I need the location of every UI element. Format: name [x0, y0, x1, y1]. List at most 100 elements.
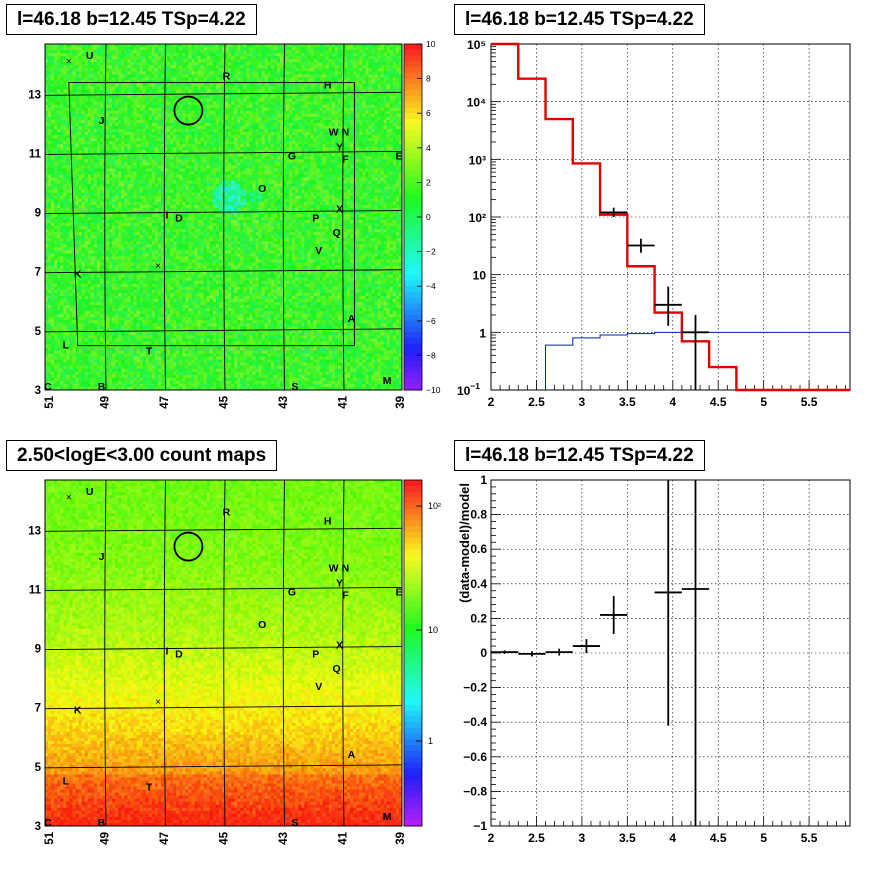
- x-tick-label: 51: [44, 395, 56, 408]
- data-point: [681, 314, 710, 390]
- x-tick-label: 5: [760, 831, 767, 845]
- source-label: C: [44, 817, 52, 829]
- colorbar-tick-label: −8: [426, 350, 436, 360]
- y-tick-label: 9: [35, 208, 41, 220]
- y-tick-label: 10⁴: [467, 96, 486, 110]
- ratio-point: [545, 648, 573, 656]
- spectrum-title: l=46.18 b=12.45 TSp=4.22: [454, 4, 705, 35]
- y-tick-label: 10⁵: [467, 38, 486, 52]
- colorbar: [404, 480, 422, 827]
- source-label: Y: [336, 141, 343, 153]
- source-label: V: [315, 245, 322, 257]
- colorbar-tick-label: −2: [426, 247, 436, 257]
- x-tick-label: 5.5: [801, 395, 818, 409]
- y-tick-label: 3: [35, 385, 41, 397]
- y-tick-label: 0.8: [470, 508, 487, 522]
- x-tick-label: 4: [669, 395, 676, 409]
- x-tick-label: 4.5: [710, 395, 727, 409]
- cross-marker: ×: [66, 57, 72, 68]
- source-label: J: [99, 551, 105, 563]
- x-tick-label: 49: [100, 832, 112, 845]
- y-tick-label: −0.6: [463, 750, 487, 764]
- x-tick-label: 5.5: [801, 831, 818, 845]
- ratio-point: [654, 480, 682, 726]
- ratio-title: l=46.18 b=12.45 TSp=4.22: [454, 440, 705, 471]
- colorbar-tick-label: 4: [426, 143, 431, 153]
- ratio-point: [491, 650, 519, 654]
- model-total-line: [491, 42, 850, 392]
- x-tick-label: 51: [44, 831, 56, 844]
- x-tick-label: 3.5: [619, 831, 636, 845]
- ratio-point: [572, 639, 601, 653]
- y-tick-label: 5: [35, 326, 42, 338]
- source-label: L: [63, 776, 70, 788]
- source-label: X: [336, 204, 343, 216]
- y-tick-label: 0.6: [470, 542, 487, 556]
- colorbar-tick-label: 8: [426, 74, 431, 84]
- source-label: G: [288, 586, 296, 598]
- colorbar-frame: [403, 479, 423, 827]
- x-tick-label: 45: [219, 831, 231, 844]
- source-label: M: [383, 375, 392, 387]
- source-label: B: [98, 817, 106, 829]
- colorbar: [404, 44, 422, 391]
- y-tick-label: 10−1: [457, 381, 480, 398]
- source-label: U: [86, 486, 94, 498]
- x-tick-label: 39: [395, 832, 407, 845]
- map-pixels: [45, 44, 403, 391]
- source-label: D: [175, 648, 183, 660]
- map-frame: [44, 43, 403, 391]
- source-label: C: [44, 381, 52, 393]
- source-label: P: [312, 648, 319, 660]
- panel-spectrum: 2 2.5 3 3.5 4 4.5 5 5.5 10−1 1 10 10² 10³ 10⁴ 10⁵ l=46…: [448, 0, 896, 436]
- source-label: T: [146, 782, 153, 794]
- x-tick-label: 5: [760, 395, 767, 409]
- source-label: O: [258, 183, 266, 195]
- y-tick-label: 7: [35, 703, 41, 715]
- source-label: F: [342, 589, 349, 601]
- y-tick-label: −0.8: [463, 784, 487, 798]
- x-tick-label: 49: [100, 396, 112, 409]
- x-tick-label: 4.5: [710, 831, 727, 845]
- source-label: J: [99, 115, 105, 127]
- x-tick-label: 39: [395, 396, 407, 409]
- x-tick-label: 3: [579, 831, 586, 845]
- x-tick-label: 2.5: [528, 831, 545, 845]
- source-label: P: [312, 212, 319, 224]
- source-label: D: [175, 212, 183, 224]
- colorbar-tick-label: 10²: [428, 501, 441, 511]
- spectrum-plot: 2 2.5 3 3.5 4 4.5 5 5.5 10−1 1 10 10² 10³ 10⁴ 10⁵: [457, 38, 851, 409]
- y-tick-label: 10: [473, 269, 487, 283]
- source-label: Q: [332, 227, 340, 239]
- y-tick-label: 0: [480, 646, 487, 660]
- data-point: [654, 286, 682, 326]
- colorbar-tick-label: 10: [428, 625, 438, 635]
- y-tick-label: −0.2: [463, 681, 487, 695]
- source-label: E: [396, 586, 403, 598]
- map-graticule: [44, 43, 403, 391]
- x-tick-label: 4: [669, 831, 676, 845]
- source-label: N: [342, 127, 350, 139]
- ratio-point: [681, 480, 710, 826]
- x-tick-label: 43: [278, 396, 290, 409]
- x-tick-label: 2: [488, 831, 495, 845]
- source-label: L: [63, 340, 70, 352]
- source-label: E: [396, 150, 403, 162]
- source-label: S: [291, 817, 298, 829]
- y-tick-label: 1: [480, 473, 487, 487]
- x-tick-label: 47: [159, 396, 171, 409]
- panel-ratio: 2 2.5 3 3.5 4 4.5 5 5.5 1 0.8 0.6 0.4 0.2 0 −0.2 −0.4 −0…: [448, 436, 896, 872]
- ratio-plot: 2 2.5 3 3.5 4 4.5 5 5.5 1 0.8 0.6 0.4 0.2 0 −0.2 −0.4 −0…: [457, 473, 851, 845]
- x-tick-label: 2: [488, 395, 495, 409]
- source-label: K: [74, 705, 82, 717]
- source-label: F: [342, 153, 349, 165]
- x-tick-label: 2.5: [528, 395, 545, 409]
- source-label: O: [258, 619, 266, 631]
- colorbar-tick-label: −4: [426, 281, 436, 291]
- source-label: U: [86, 50, 94, 62]
- map-pixels: [45, 480, 403, 827]
- ratio-point: [600, 595, 628, 634]
- cross-marker: ×: [155, 261, 161, 272]
- source-circle: [173, 95, 204, 126]
